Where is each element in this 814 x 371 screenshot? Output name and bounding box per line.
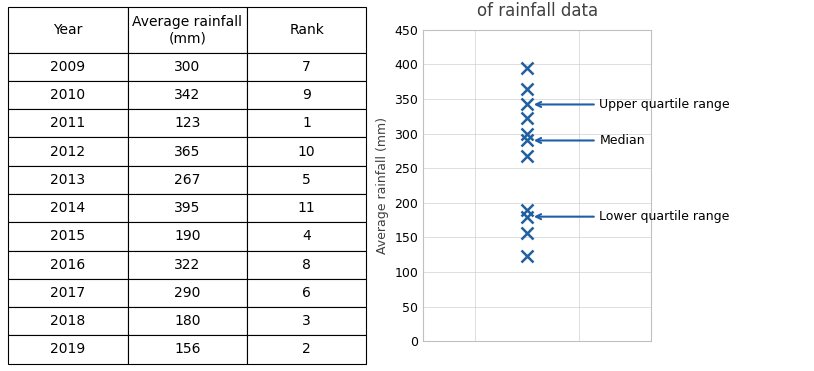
Text: Upper quartile range: Upper quartile range: [536, 98, 730, 111]
Title: Dispersion graph
of rainfall data: Dispersion graph of rainfall data: [466, 0, 608, 20]
Text: Median: Median: [536, 134, 645, 147]
Text: Lower quartile range: Lower quartile range: [536, 210, 730, 223]
Y-axis label: Average rainfall (mm): Average rainfall (mm): [376, 117, 389, 254]
